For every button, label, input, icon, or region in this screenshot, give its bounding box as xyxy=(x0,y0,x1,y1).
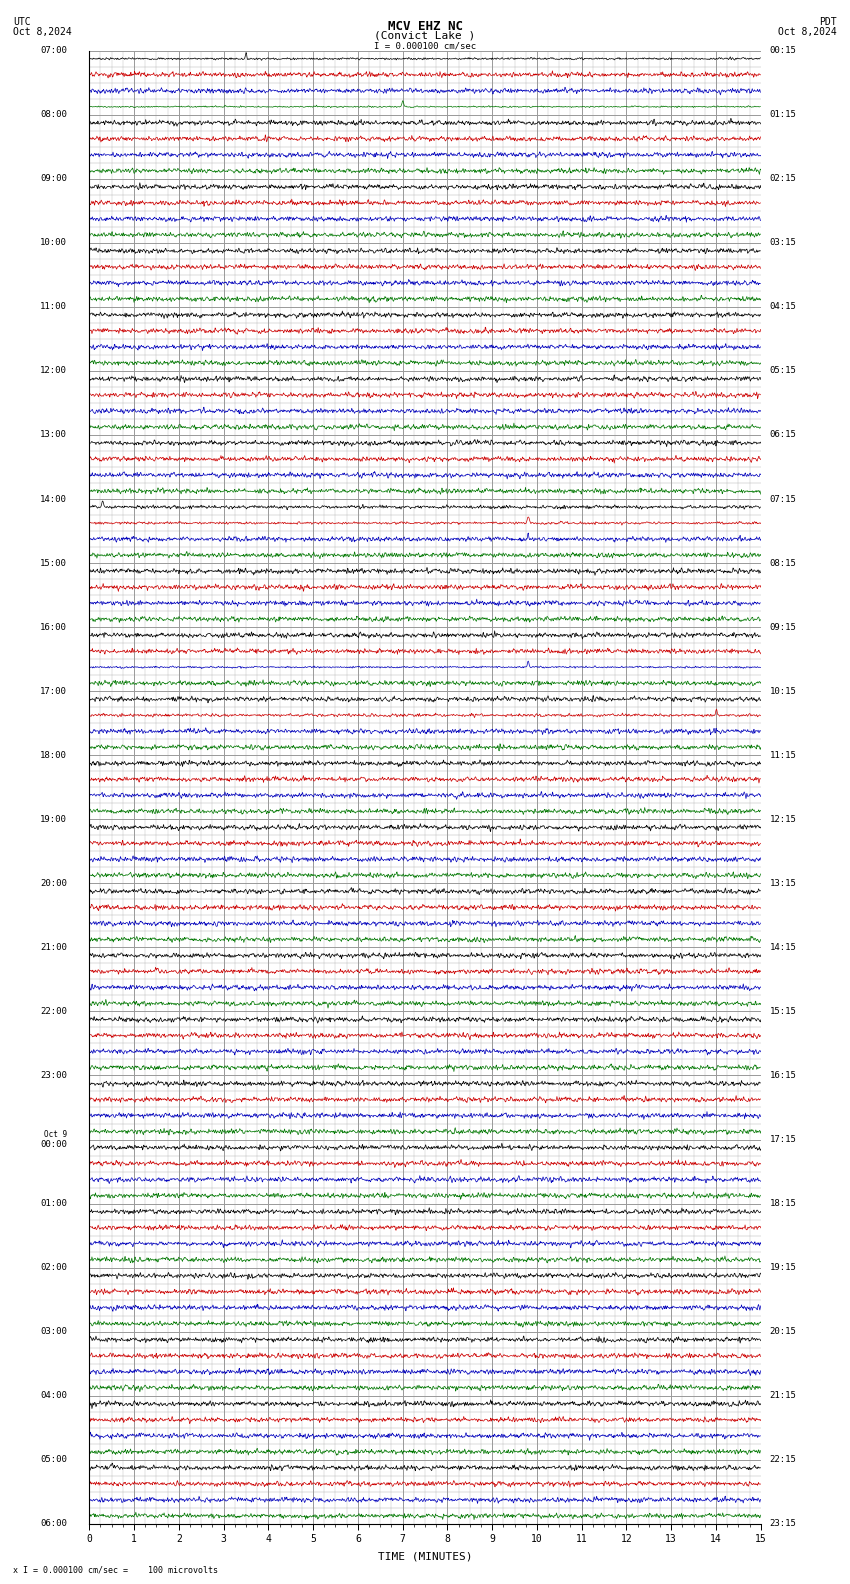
Text: (Convict Lake ): (Convict Lake ) xyxy=(374,30,476,41)
Text: 17:15: 17:15 xyxy=(770,1136,796,1144)
Text: 18:15: 18:15 xyxy=(770,1199,796,1209)
Text: 17:00: 17:00 xyxy=(40,687,67,695)
Text: 19:00: 19:00 xyxy=(40,814,67,824)
Text: 13:15: 13:15 xyxy=(770,879,796,887)
Text: 18:00: 18:00 xyxy=(40,751,67,760)
Text: Oct 9: Oct 9 xyxy=(43,1129,67,1139)
Text: 04:15: 04:15 xyxy=(770,303,796,312)
Text: PDT: PDT xyxy=(819,16,837,27)
Text: 20:00: 20:00 xyxy=(40,879,67,887)
Text: 03:00: 03:00 xyxy=(40,1327,67,1337)
Text: 20:15: 20:15 xyxy=(770,1327,796,1337)
Text: UTC: UTC xyxy=(13,16,31,27)
Text: x I = 0.000100 cm/sec =    100 microvolts: x I = 0.000100 cm/sec = 100 microvolts xyxy=(13,1565,218,1574)
Text: 05:15: 05:15 xyxy=(770,366,796,375)
Text: 08:00: 08:00 xyxy=(40,111,67,119)
Text: 01:15: 01:15 xyxy=(770,111,796,119)
Text: 09:15: 09:15 xyxy=(770,623,796,632)
X-axis label: TIME (MINUTES): TIME (MINUTES) xyxy=(377,1551,473,1562)
Text: 23:00: 23:00 xyxy=(40,1071,67,1080)
Text: 07:15: 07:15 xyxy=(770,494,796,504)
Text: 07:00: 07:00 xyxy=(40,46,67,55)
Text: 11:00: 11:00 xyxy=(40,303,67,312)
Text: 16:00: 16:00 xyxy=(40,623,67,632)
Text: I = 0.000100 cm/sec: I = 0.000100 cm/sec xyxy=(374,41,476,51)
Text: 12:15: 12:15 xyxy=(770,814,796,824)
Text: 15:15: 15:15 xyxy=(770,1007,796,1015)
Text: 16:15: 16:15 xyxy=(770,1071,796,1080)
Text: Oct 8,2024: Oct 8,2024 xyxy=(13,27,71,38)
Text: 21:00: 21:00 xyxy=(40,942,67,952)
Text: Oct 8,2024: Oct 8,2024 xyxy=(779,27,837,38)
Text: 22:15: 22:15 xyxy=(770,1456,796,1464)
Text: 06:00: 06:00 xyxy=(40,1519,67,1529)
Text: 12:00: 12:00 xyxy=(40,366,67,375)
Text: 03:15: 03:15 xyxy=(770,238,796,247)
Text: 00:15: 00:15 xyxy=(770,46,796,55)
Text: 08:15: 08:15 xyxy=(770,559,796,567)
Text: 21:15: 21:15 xyxy=(770,1391,796,1400)
Text: 14:15: 14:15 xyxy=(770,942,796,952)
Text: 13:00: 13:00 xyxy=(40,431,67,439)
Text: 23:15: 23:15 xyxy=(770,1519,796,1529)
Text: 11:15: 11:15 xyxy=(770,751,796,760)
Text: 05:00: 05:00 xyxy=(40,1456,67,1464)
Text: 10:15: 10:15 xyxy=(770,687,796,695)
Text: MCV EHZ NC: MCV EHZ NC xyxy=(388,19,462,33)
Text: 01:00: 01:00 xyxy=(40,1199,67,1209)
Text: 19:15: 19:15 xyxy=(770,1262,796,1272)
Text: 00:00: 00:00 xyxy=(40,1139,67,1148)
Text: 04:00: 04:00 xyxy=(40,1391,67,1400)
Text: 22:00: 22:00 xyxy=(40,1007,67,1015)
Text: 06:15: 06:15 xyxy=(770,431,796,439)
Text: 09:00: 09:00 xyxy=(40,174,67,184)
Text: 02:15: 02:15 xyxy=(770,174,796,184)
Text: 15:00: 15:00 xyxy=(40,559,67,567)
Text: 10:00: 10:00 xyxy=(40,238,67,247)
Text: 14:00: 14:00 xyxy=(40,494,67,504)
Text: 02:00: 02:00 xyxy=(40,1262,67,1272)
